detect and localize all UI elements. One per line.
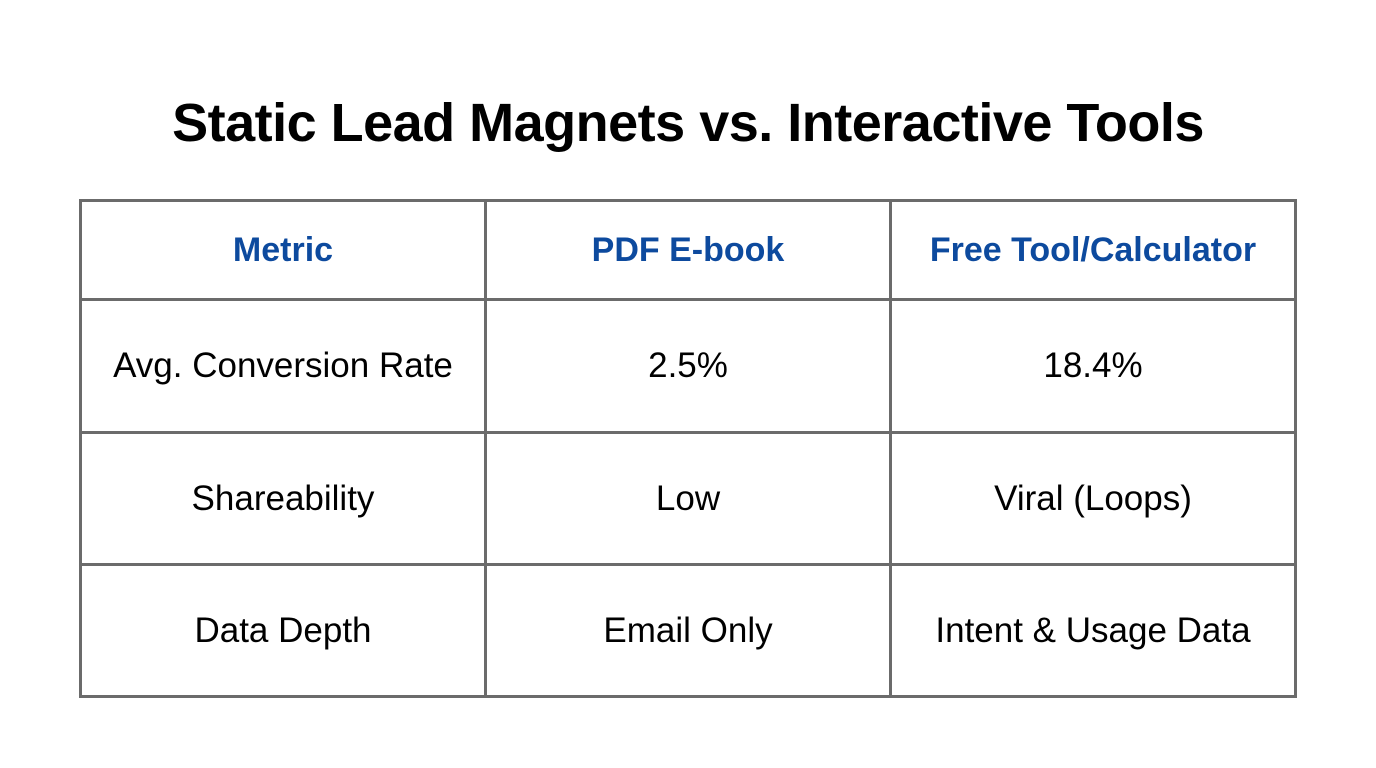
header-pdf-ebook: PDF E-book [484, 199, 892, 301]
pdf-ebook-cell: 2.5% [484, 298, 892, 434]
header-free-tool: Free Tool/Calculator [889, 199, 1297, 301]
header-metric: Metric [79, 199, 487, 301]
comparison-table: Metric PDF E-book Free Tool/Calculator A… [79, 199, 1297, 698]
free-tool-cell: Intent & Usage Data [889, 563, 1297, 698]
pdf-ebook-cell: Email Only [484, 563, 892, 698]
table-header-row: Metric PDF E-book Free Tool/Calculator [79, 199, 1297, 301]
metric-cell: Avg. Conversion Rate [79, 298, 487, 434]
pdf-ebook-cell: Low [484, 431, 892, 566]
free-tool-cell: 18.4% [889, 298, 1297, 434]
free-tool-cell: Viral (Loops) [889, 431, 1297, 566]
metric-cell: Shareability [79, 431, 487, 566]
table-row: Shareability Low Viral (Loops) [79, 431, 1297, 566]
page-title: Static Lead Magnets vs. Interactive Tool… [172, 93, 1204, 153]
metric-cell: Data Depth [79, 563, 487, 698]
table-row: Avg. Conversion Rate 2.5% 18.4% [79, 298, 1297, 434]
table-row: Data Depth Email Only Intent & Usage Dat… [79, 563, 1297, 698]
